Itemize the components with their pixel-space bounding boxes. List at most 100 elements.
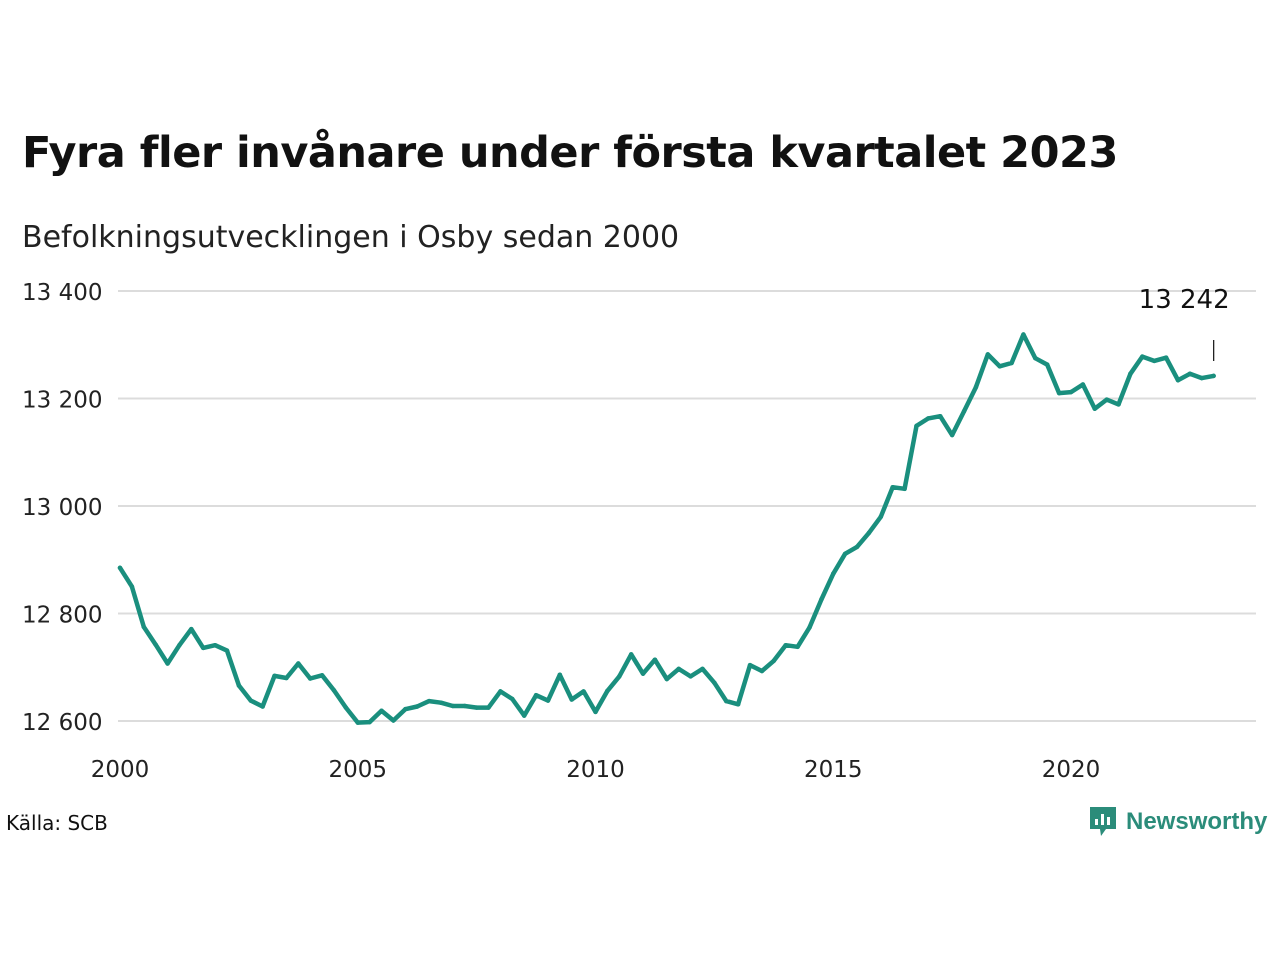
data-point xyxy=(272,673,277,679)
data-point xyxy=(533,692,539,698)
data-point xyxy=(926,416,931,421)
data-point xyxy=(771,658,777,664)
data-point xyxy=(605,688,610,694)
data-point xyxy=(296,661,301,666)
data-point xyxy=(569,697,574,702)
data-point xyxy=(1056,390,1062,396)
data-point xyxy=(307,676,313,681)
x-tick-label: 2015 xyxy=(804,757,863,783)
data-point xyxy=(664,676,670,682)
data-point xyxy=(1009,360,1014,366)
data-point xyxy=(902,486,907,492)
data-point xyxy=(212,642,218,648)
data-point xyxy=(1116,402,1121,407)
data-point xyxy=(414,704,420,709)
data-point xyxy=(1151,358,1157,364)
data-point xyxy=(510,696,515,702)
y-tick-label: 13 200 xyxy=(22,388,102,414)
data-point xyxy=(628,652,634,657)
data-point xyxy=(224,648,230,653)
data-point xyxy=(260,704,265,709)
end-annotation: 13 242 xyxy=(1139,285,1230,361)
data-point xyxy=(117,565,123,571)
data-point xyxy=(724,698,729,704)
data-point xyxy=(200,645,206,651)
data-point xyxy=(985,352,991,357)
data-point xyxy=(676,666,681,672)
y-tick-label: 13 000 xyxy=(22,495,102,521)
y-tick-label: 13 400 xyxy=(22,280,102,306)
data-point xyxy=(640,671,646,676)
data-point xyxy=(1104,397,1109,402)
data-point xyxy=(248,698,254,703)
line-chart: 12 600 12 800 13 000 13 200 13 400 2000 2005 2… xyxy=(22,280,1256,783)
data-point xyxy=(379,708,384,714)
data-point xyxy=(914,423,919,429)
data-point xyxy=(819,597,824,602)
data-point xyxy=(617,674,622,679)
data-point xyxy=(712,680,717,686)
data-point xyxy=(545,698,551,703)
data-point xyxy=(700,666,705,672)
data-point xyxy=(153,642,158,647)
data-point xyxy=(1033,355,1038,361)
data-point xyxy=(189,626,194,632)
data-point xyxy=(355,720,360,725)
data-point xyxy=(1140,354,1145,359)
data-point xyxy=(961,409,967,414)
y-tick-label: 12 600 xyxy=(22,710,102,736)
data-point xyxy=(165,661,170,666)
data-point xyxy=(141,624,147,630)
data-point xyxy=(593,709,598,715)
data-point xyxy=(795,644,800,650)
data-point xyxy=(866,530,872,536)
data-point xyxy=(331,688,337,693)
y-axis-tick-labels: 12 600 12 800 13 000 13 200 13 400 xyxy=(22,280,102,736)
data-point xyxy=(498,689,503,694)
data-point xyxy=(426,698,432,704)
data-point xyxy=(1080,382,1086,387)
data-point xyxy=(462,703,467,709)
data-point xyxy=(521,713,527,718)
data-point xyxy=(688,674,693,679)
chart-title: Fyra fler invånare under första kvartale… xyxy=(22,128,1118,178)
data-point xyxy=(129,584,135,589)
data-point xyxy=(486,705,491,710)
chart-subtitle: Befolkningsutvecklingen i Osby sedan 200… xyxy=(22,220,680,255)
data-point xyxy=(747,662,753,668)
data-point xyxy=(177,642,182,648)
data-point xyxy=(973,384,979,390)
series-line xyxy=(117,332,1216,725)
data-point xyxy=(1211,373,1216,379)
data-point xyxy=(319,673,325,678)
newsworthy-logo[interactable]: Newsworthy xyxy=(1088,805,1267,839)
x-axis-tick-labels: 2000 2005 2010 2015 2020 xyxy=(91,757,1101,783)
y-tick-label: 12 800 xyxy=(22,603,102,629)
data-point xyxy=(1044,362,1050,367)
data-point xyxy=(937,413,943,419)
data-point xyxy=(854,544,860,550)
data-point xyxy=(557,672,563,678)
annotation-label: 13 242 xyxy=(1139,285,1230,315)
data-point xyxy=(391,718,396,723)
gridlines xyxy=(118,290,1256,722)
data-point xyxy=(1199,375,1205,381)
data-point xyxy=(878,514,884,519)
data-point xyxy=(1187,371,1193,377)
data-point xyxy=(735,702,741,707)
data-point xyxy=(842,551,848,557)
data-points xyxy=(117,332,1216,725)
data-point xyxy=(783,642,788,648)
data-point xyxy=(438,700,444,705)
data-point xyxy=(759,668,765,674)
data-point xyxy=(831,571,836,576)
data-point xyxy=(997,364,1002,369)
data-point xyxy=(949,432,955,438)
data-point xyxy=(343,705,349,710)
data-point xyxy=(1068,389,1074,395)
data-point xyxy=(1128,371,1133,377)
bar-chart-speech-bubble-icon xyxy=(1090,807,1116,836)
data-point xyxy=(581,689,586,694)
data-point xyxy=(474,705,479,710)
data-point xyxy=(807,625,812,630)
